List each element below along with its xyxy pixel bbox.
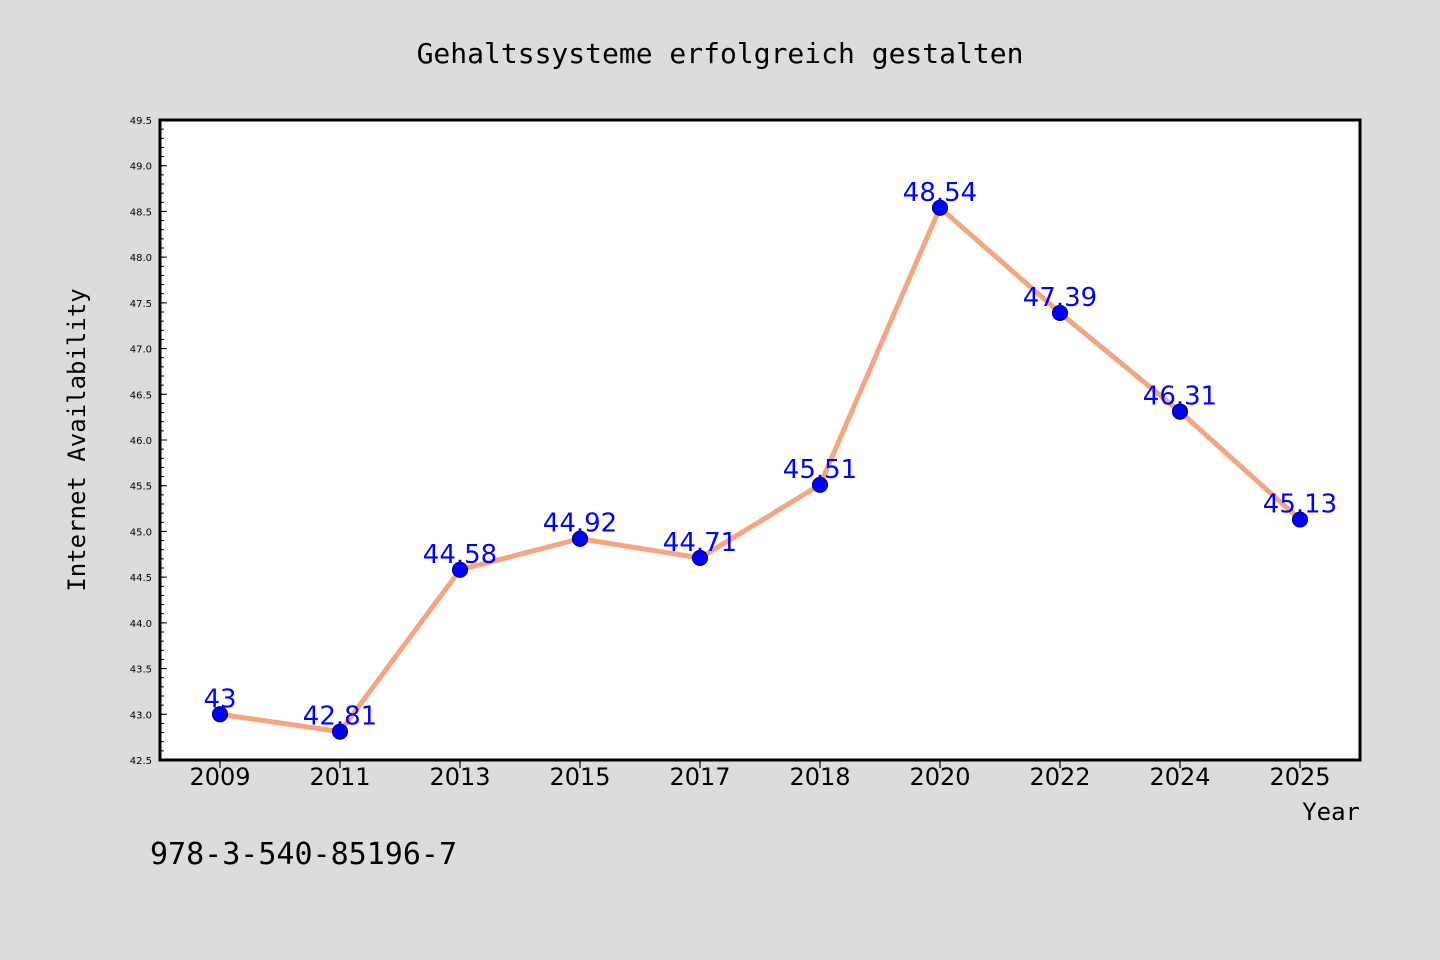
data-label: 44.71 xyxy=(663,528,737,558)
y-tick-label: 43.0 xyxy=(130,710,152,721)
chart-title: Gehaltssysteme erfolgreich gestalten xyxy=(417,37,1024,70)
series-line-group xyxy=(217,205,1303,735)
data-point xyxy=(571,530,589,547)
data-point xyxy=(931,199,949,216)
data-labels: 43 42.81 44.58 44.92 44.71 45.51 48.54 47.39 46.… xyxy=(203,178,1337,732)
data-point xyxy=(211,706,229,723)
x-axis: 2009 2011 2013 2015 2017 2018 2020 2022 2024 2025 xyxy=(189,760,1331,791)
series-line xyxy=(217,205,1303,735)
y-axis-label: Internet Availability xyxy=(63,288,91,591)
data-label: 44.58 xyxy=(423,540,497,570)
x-tick-label: 2025 xyxy=(1269,763,1330,791)
y-tick-label: 48.5 xyxy=(130,207,152,218)
x-axis-label: Year xyxy=(1302,798,1360,826)
plot-area xyxy=(160,120,1360,760)
plot-frame xyxy=(158,118,1362,762)
footer-code: 978-3-540-85196-7 xyxy=(150,837,457,872)
y-axis: 42.5 43.0 43.5 44.0 44.5 45.0 45.5 46.0 46.5 47.0… xyxy=(130,116,167,767)
data-label: 48.54 xyxy=(903,178,977,208)
y-tick-label: 47.5 xyxy=(130,299,152,310)
data-point xyxy=(1051,304,1069,322)
x-tick-label: 2013 xyxy=(429,763,490,791)
y-tick-label: 49.5 xyxy=(130,116,152,127)
data-label: 47.39 xyxy=(1023,283,1097,313)
y-tick-label: 44.0 xyxy=(130,619,152,630)
data-label: 45.13 xyxy=(1263,490,1337,520)
data-label: 46.31 xyxy=(1143,382,1217,412)
data-label: 45.51 xyxy=(783,455,857,485)
data-points xyxy=(211,199,1309,740)
data-point xyxy=(691,549,709,567)
y-tick-label: 45.0 xyxy=(130,527,152,538)
x-tick-label: 2015 xyxy=(549,763,610,791)
data-label: 42.81 xyxy=(303,702,377,732)
y-tick-label: 48.0 xyxy=(130,253,152,264)
x-tick-label: 2022 xyxy=(1029,763,1090,791)
data-point xyxy=(331,723,349,740)
x-tick-label: 2017 xyxy=(669,763,730,791)
y-tick-label: 46.5 xyxy=(130,390,152,401)
data-point xyxy=(811,476,829,493)
data-point xyxy=(1171,403,1189,420)
data-label: 44.92 xyxy=(543,509,617,539)
y-tick-label: 42.5 xyxy=(130,756,152,767)
y-tick-label: 44.5 xyxy=(130,573,152,584)
x-tick-label: 2011 xyxy=(309,763,370,791)
x-tick-label: 2024 xyxy=(1149,763,1210,791)
y-tick-label: 49.0 xyxy=(130,162,152,173)
x-tick-label: 2020 xyxy=(909,763,970,791)
y-tick-label: 47.0 xyxy=(130,345,152,356)
y-tick-label: 43.5 xyxy=(130,665,152,676)
x-tick-label: 2009 xyxy=(189,763,250,791)
x-tick-label: 2018 xyxy=(789,763,850,791)
data-point xyxy=(451,561,469,578)
y-tick-label: 45.5 xyxy=(130,482,152,493)
data-point xyxy=(1291,511,1309,528)
data-label: 43 xyxy=(203,684,236,714)
y-tick-label: 46.0 xyxy=(130,436,152,447)
